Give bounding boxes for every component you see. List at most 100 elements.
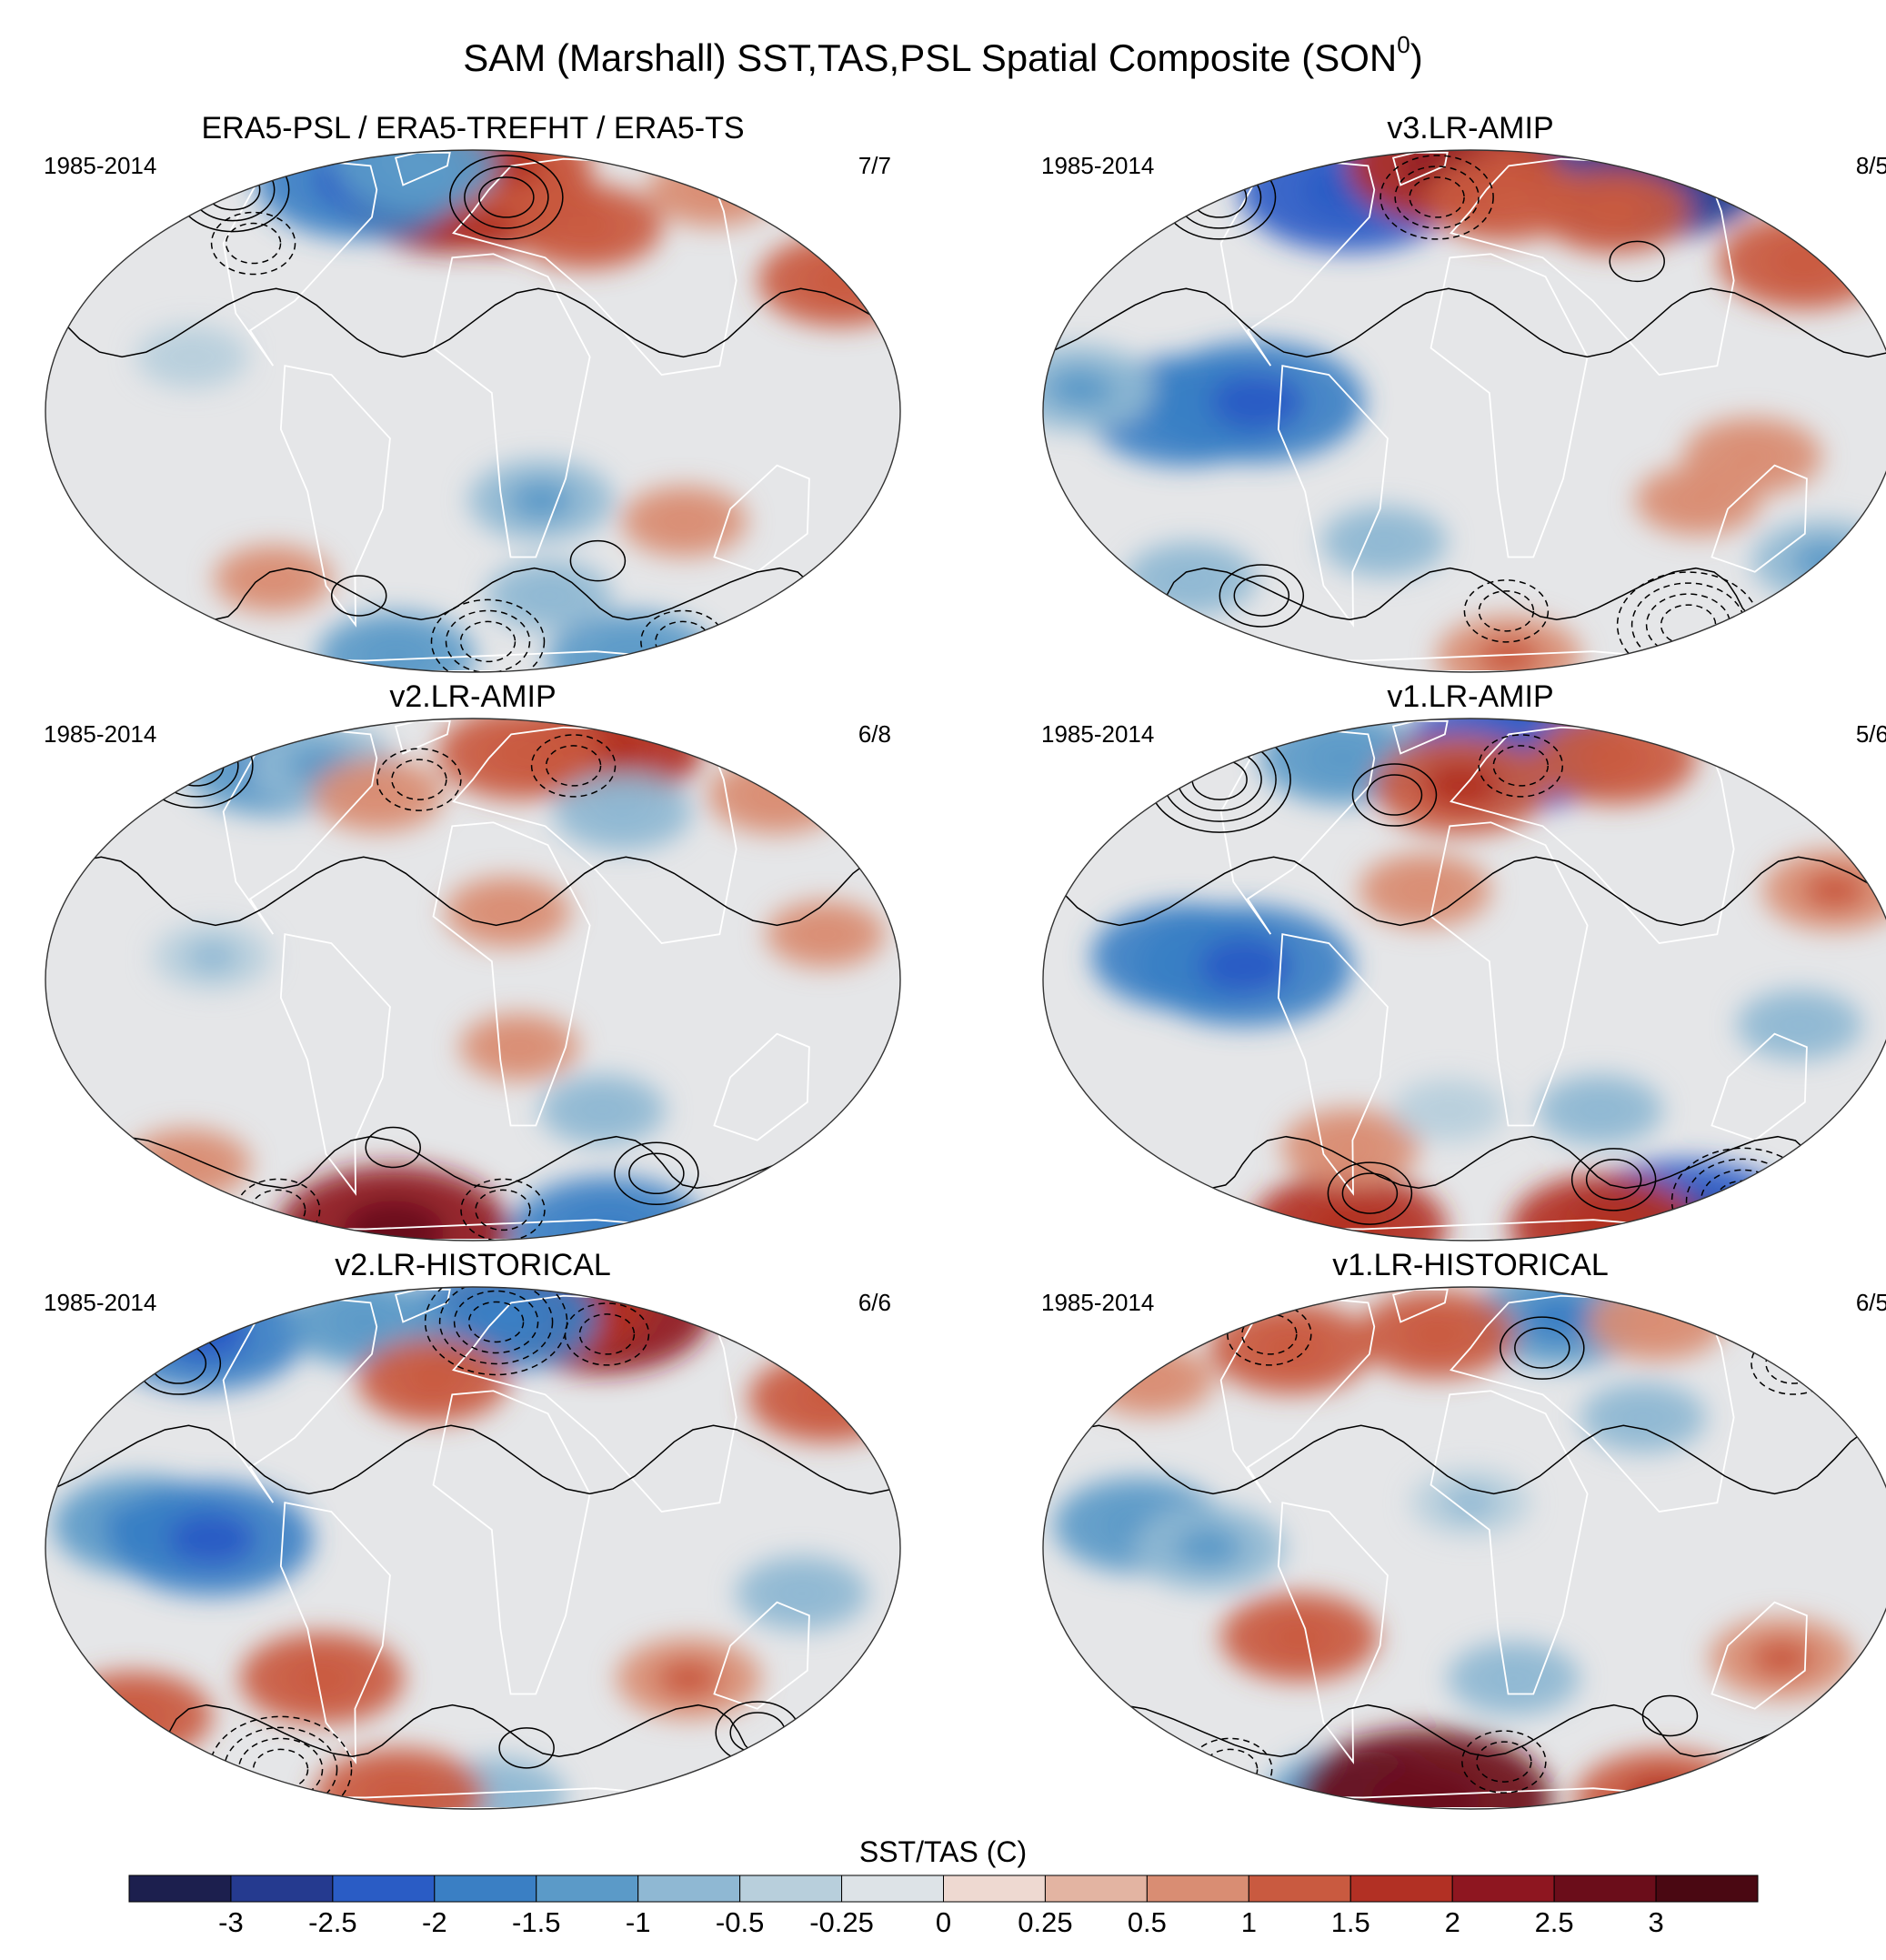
zero-psl-contour <box>1155 567 1786 620</box>
panel-title: ERA5-PSL / ERA5-TREFHT / ERA5-TS <box>201 111 744 146</box>
anomaly-core <box>1670 484 1726 518</box>
anomaly-core <box>379 150 452 187</box>
colorbar-tick-labels: -3 -2.5 -2 -1.5 -1 -0.5 -0.25 0 0.25 0.5 1 1.5 2 2.5 3 <box>218 1906 1664 1938</box>
map-field <box>1043 1287 1886 1809</box>
anomaly-core <box>1209 373 1304 431</box>
panel-count: 7/7 <box>858 152 891 179</box>
panel-count: 6/8 <box>858 720 891 748</box>
panel-grid: ERA5-PSL / ERA5-TREFHT / ERA5-TS 1985-201… <box>44 111 1886 1810</box>
anomaly-core <box>798 918 852 950</box>
anomaly-core <box>1422 762 1500 809</box>
zero-psl-contour <box>1074 1424 1867 1495</box>
anomaly-core <box>483 731 556 776</box>
map-field <box>45 150 900 672</box>
negative-psl-contour <box>475 1189 531 1231</box>
anomaly-core <box>1766 238 1841 284</box>
colorbar-tick-label: -1 <box>626 1906 651 1938</box>
anomaly-core <box>575 1093 630 1127</box>
map-panel: ERA5-PSL / ERA5-TREFHT / ERA5-TS 1985-201… <box>44 111 901 673</box>
anomaly-core <box>1402 1313 1472 1355</box>
negative-psl-contour <box>1394 166 1480 229</box>
negative-psl-contour <box>453 1290 539 1354</box>
panel-title: v2.LR-AMIP <box>389 679 556 714</box>
anomaly-core <box>160 1307 249 1362</box>
coastline <box>432 253 591 558</box>
colorbar-tick-label: -1.5 <box>512 1906 560 1938</box>
anomaly-core <box>1626 1303 1688 1341</box>
anomaly-core <box>1176 1528 1243 1568</box>
anomaly-core <box>1319 1129 1381 1166</box>
map-panel: v2.LR-AMIP 1985-2014 6/8 <box>44 679 901 1241</box>
figure-title: SAM (Marshall) SST,TAS,PSL Spatial Compo… <box>463 31 1422 79</box>
anomaly-core <box>521 578 577 613</box>
positive-psl-contour <box>478 176 535 218</box>
map-border <box>45 1286 901 1810</box>
anomaly-core <box>792 1377 862 1420</box>
colorbar-tick-label: 1 <box>1241 1906 1257 1938</box>
anomaly-core <box>1579 736 1651 780</box>
zero-psl-contour <box>130 567 816 620</box>
colorbar-box <box>128 1875 232 1903</box>
anomaly-core <box>1572 1093 1628 1127</box>
anomaly-core <box>509 481 574 520</box>
coastline <box>1391 719 1449 755</box>
colorbar-box <box>1044 1875 1148 1903</box>
warm-anomaly <box>647 152 779 227</box>
positive-psl-contour <box>1341 1172 1399 1214</box>
anomaly-core <box>167 1512 256 1566</box>
anomaly-core <box>1161 561 1220 597</box>
coastline <box>1710 1601 1808 1710</box>
negative-psl-contour <box>1409 176 1465 218</box>
anomaly-core <box>167 342 217 372</box>
coastline <box>1391 151 1449 186</box>
negative-psl-contour <box>1476 1741 1532 1783</box>
coastline <box>1277 933 1389 1196</box>
colorbar-box <box>536 1875 639 1903</box>
colorbar-box <box>943 1875 1046 1903</box>
anomaly-core <box>1356 525 1412 558</box>
map-border <box>1042 1286 1886 1810</box>
zero-psl-contour <box>106 1135 839 1189</box>
anomaly-core <box>1484 1661 1543 1696</box>
positive-psl-contour <box>464 166 549 229</box>
negative-psl-contour <box>391 759 447 800</box>
coastline <box>1277 1502 1389 1764</box>
positive-psl-contour <box>1500 1316 1585 1380</box>
negative-psl-contour <box>1463 579 1550 643</box>
anomaly-core <box>1396 872 1454 908</box>
panel-period: 1985-2014 <box>44 152 156 179</box>
anomaly-core <box>342 1201 446 1241</box>
map-panel: v3.LR-AMIP 1985-2014 8/5 <box>1041 111 1886 673</box>
negative-psl-contour <box>1714 1180 1771 1222</box>
negative-psl-contour <box>1379 155 1494 240</box>
anomaly-field <box>1053 1287 1855 1809</box>
anomaly-core <box>773 1575 831 1611</box>
coastline <box>713 1601 810 1710</box>
zero-psl-contour <box>62 287 884 358</box>
colorbar-tick-label: -2.5 <box>308 1906 356 1938</box>
anomaly-core <box>1046 368 1113 408</box>
negative-psl-contour <box>578 1313 636 1355</box>
colorbar-box <box>739 1875 843 1903</box>
colorbar-tick-label: 2 <box>1445 1906 1460 1938</box>
negative-psl-contour <box>210 211 296 276</box>
colorbar-label: SST/TAS (C) <box>859 1835 1027 1868</box>
anomaly-core <box>1624 1776 1702 1809</box>
panel-title: v3.LR-AMIP <box>1387 111 1553 146</box>
colorbar-box <box>637 1875 741 1903</box>
positive-psl-contour <box>1233 575 1290 617</box>
panel-period: 1985-2014 <box>1041 720 1154 748</box>
anomaly-core <box>553 206 620 246</box>
panel-period: 1985-2014 <box>1041 152 1154 179</box>
positive-psl-contour <box>365 1126 421 1169</box>
anomaly-field <box>53 1287 900 1809</box>
negative-psl-contour <box>1478 590 1535 632</box>
anomaly-core <box>657 505 712 538</box>
coastline <box>1277 365 1389 628</box>
negative-psl-contour <box>564 1302 650 1366</box>
panel-period: 1985-2014 <box>44 720 156 748</box>
warm-anomaly <box>707 756 847 834</box>
panel-period: 1985-2014 <box>44 1289 156 1316</box>
negative-psl-contour <box>460 1178 546 1241</box>
